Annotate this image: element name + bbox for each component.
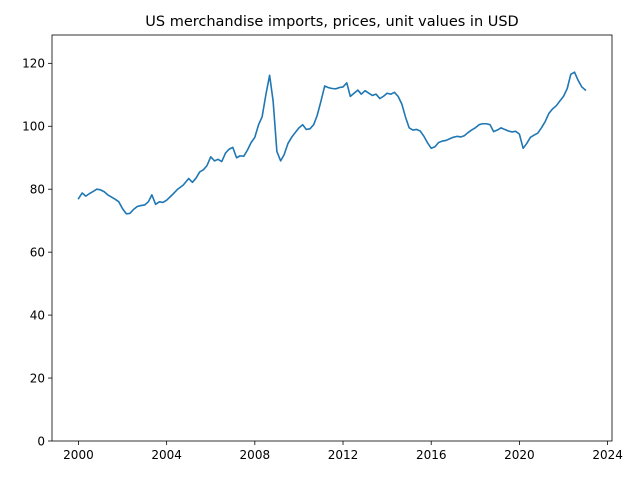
x-tick-label: 2020 [504, 448, 535, 462]
x-tick-label: 2016 [416, 448, 447, 462]
y-tick-label: 40 [30, 308, 45, 322]
series-layer [77, 71, 587, 215]
x-axis: 2000 2004 2008 2012 2016 2020 2024 [63, 441, 623, 462]
x-tick-label: 2024 [592, 448, 623, 462]
x-tick-label: 2004 [151, 448, 182, 462]
chart-title: US merchandise imports, prices, unit val… [145, 14, 518, 30]
y-tick-label: 100 [22, 120, 45, 134]
x-tick-label: 2012 [328, 448, 359, 462]
y-tick-label: 20 [30, 371, 45, 385]
y-tick-label: 0 [37, 434, 45, 448]
x-tick-label: 2000 [63, 448, 94, 462]
y-tick-label: 120 [22, 57, 45, 71]
y-tick-label: 60 [30, 245, 45, 259]
y-axis: 0 20 40 60 80 100 120 [22, 57, 52, 448]
y-tick-label: 80 [30, 183, 45, 197]
x-tick-label: 2008 [240, 448, 271, 462]
series-line-0 [77, 71, 587, 215]
plot-area-frame [51, 34, 613, 442]
